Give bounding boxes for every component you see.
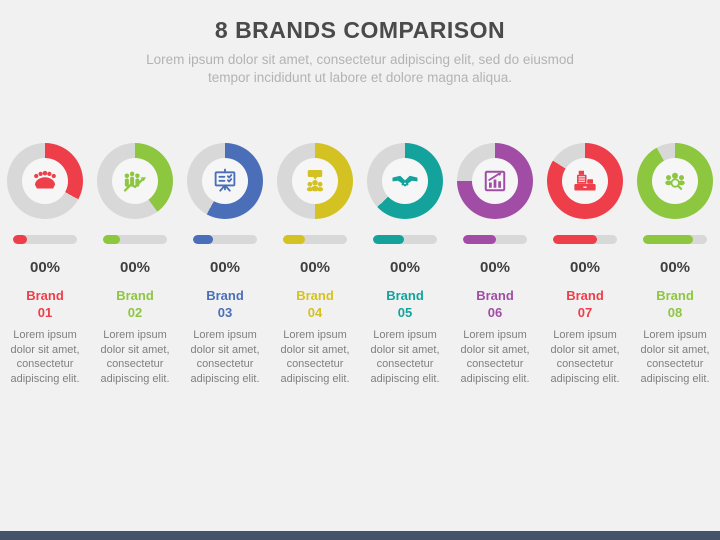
brand-name: Brand 01 [26,288,64,320]
brand-description: Lorem ipsum dolor sit amet, consectetur … [640,329,710,385]
progress-fill [643,235,693,244]
donut-chart [7,143,83,219]
brand-column: 00% Brand 04 Lorem ipsum dolor sit amet,… [270,143,360,386]
brand-name: Brand 03 [206,288,244,320]
brand-description: Lorem ipsum dolor sit amet, consectetur … [10,329,80,385]
donut-hole [472,158,518,204]
progress-track [553,235,617,244]
brands-row: 00% Brand 01 Lorem ipsum dolor sit amet,… [0,143,720,386]
donut-hole [652,158,698,204]
percent-label: 00% [29,259,61,276]
progress-fill [553,235,597,244]
percent-label: 00% [479,259,511,276]
brand-description: Lorem ipsum dolor sit amet, consectetur … [370,329,440,385]
donut-hole [562,158,608,204]
donut-hole [292,158,338,204]
progress-fill [463,235,497,244]
brand-column: 00% Brand 03 Lorem ipsum dolor sit amet,… [180,143,270,386]
brand-column: 00% Brand 06 Lorem ipsum dolor sit amet,… [450,143,540,386]
brand-description: Lorem ipsum dolor sit amet, consectetur … [550,329,620,385]
progress-track [13,235,77,244]
progress-track [463,235,527,244]
donut-hole [382,158,428,204]
footer-accent-bar [0,531,720,540]
donut-chart [367,143,443,219]
donut-hole [112,158,158,204]
bar-chart-growth-icon [480,166,510,196]
brand-column: 00% Brand 05 Lorem ipsum dolor sit amet,… [360,143,450,386]
donut-chart [457,143,533,219]
brand-description: Lorem ipsum dolor sit amet, consectetur … [280,329,350,385]
progress-fill [13,235,28,244]
donut-chart [187,143,263,219]
brand-name: Brand 05 [386,288,424,320]
audience-search-icon [660,166,690,196]
progress-fill [283,235,305,244]
progress-track [283,235,347,244]
cash-register-icon [570,166,600,196]
page-subtitle: Lorem ipsum dolor sit amet, consectetur … [146,52,574,85]
group-discussion-icon [300,166,330,196]
progress-track [193,235,257,244]
percent-label: 00% [389,259,421,276]
brand-description: Lorem ipsum dolor sit amet, consectetur … [460,329,530,385]
percent-label: 00% [659,259,691,276]
brand-name: Brand 07 [566,288,604,320]
progress-track [103,235,167,244]
brand-name: Brand 08 [656,288,694,320]
percent-label: 00% [569,259,601,276]
percent-label: 00% [299,259,331,276]
donut-chart [277,143,353,219]
progress-track [373,235,437,244]
brand-name: Brand 06 [476,288,514,320]
brand-column: 00% Brand 01 Lorem ipsum dolor sit amet,… [0,143,90,386]
donut-hole [202,158,248,204]
presentation-board-icon [210,166,240,196]
percent-label: 00% [119,259,151,276]
progress-fill [103,235,120,244]
brand-name: Brand 04 [296,288,334,320]
page-title: 8 BRANDS COMPARISON [214,17,506,43]
brand-column: 00% Brand 02 Lorem ipsum dolor sit amet,… [90,143,180,386]
donut-chart [547,143,623,219]
brand-column: 00% Brand 08 Lorem ipsum dolor sit amet,… [630,143,720,386]
brand-column: 00% Brand 07 Lorem ipsum dolor sit amet,… [540,143,630,386]
handshake-icon [390,166,420,196]
donut-chart [637,143,713,219]
donut-hole [22,158,68,204]
brand-description: Lorem ipsum dolor sit amet, consectetur … [100,329,170,385]
brand-description: Lorem ipsum dolor sit amet, consectetur … [190,329,260,385]
brand-name: Brand 02 [116,288,154,320]
progress-track [643,235,707,244]
conference-meeting-icon [30,166,60,196]
donut-chart [97,143,173,219]
progress-fill [373,235,404,244]
team-growth-icon [120,166,150,196]
progress-fill [193,235,214,244]
percent-label: 00% [209,259,241,276]
